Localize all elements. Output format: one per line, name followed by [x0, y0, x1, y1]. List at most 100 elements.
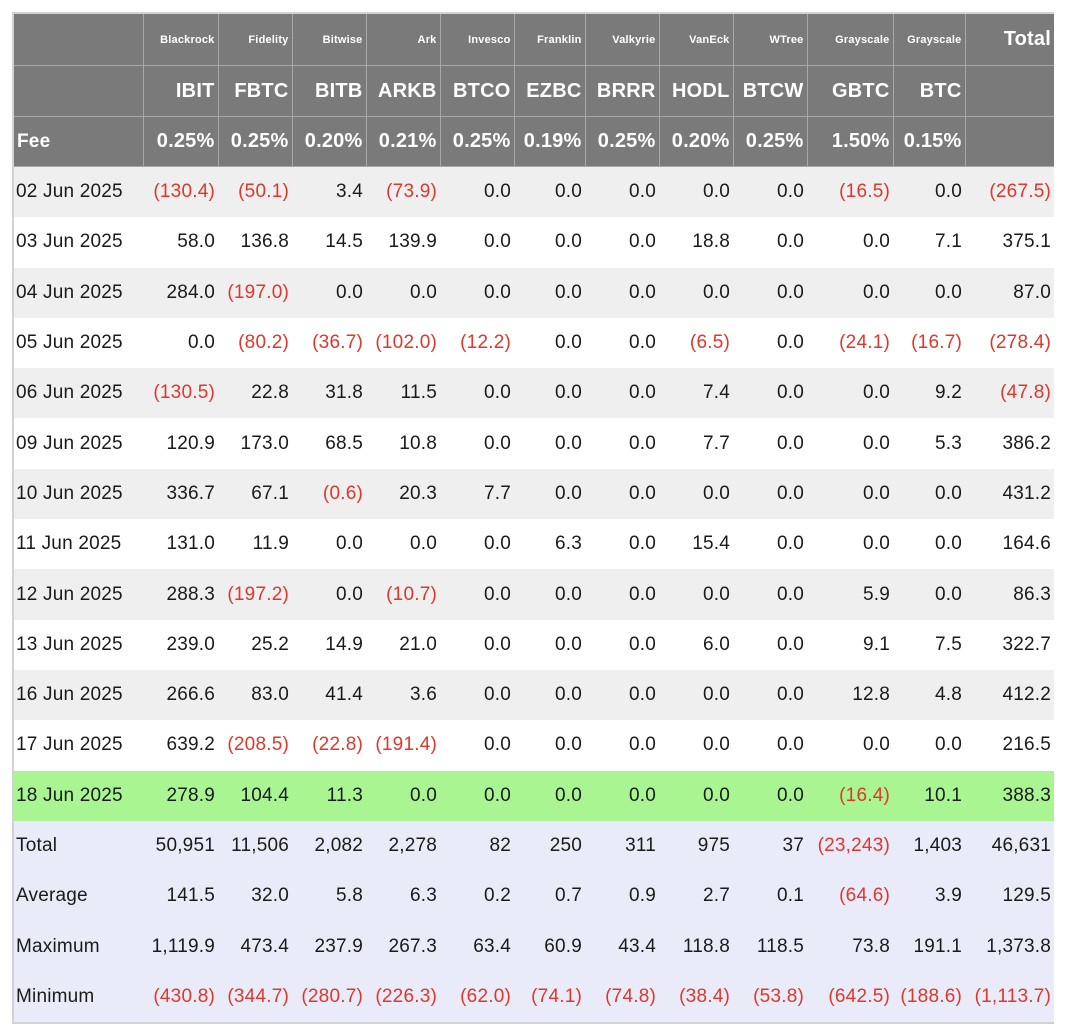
flow-cell: (80.2)	[218, 317, 292, 369]
stat-cell: 82	[440, 820, 514, 872]
table-row-highlighted: 18 Jun 2025 278.9 104.4 11.3 0.0 0.0 0.0 0.0 0.0…	[14, 770, 1054, 821]
flow-cell: 58.0	[143, 217, 218, 268]
date-cell: 13 Jun 2025	[14, 619, 143, 670]
flow-cell: 0.0	[733, 669, 807, 721]
table-row: 11 Jun 2025 131.0 11.9 0.0 0.0 0.0 6.3 0.0 15.4 0…	[14, 519, 1054, 570]
flow-cell: 41.4	[292, 669, 366, 721]
flow-cell: 10.1	[893, 770, 965, 821]
table-row: 12 Jun 2025 288.3 (197.2) 0.0 (10.7) 0.0 0.0 0.…	[14, 569, 1054, 620]
flow-cell: 0.0	[440, 619, 514, 670]
date-cell: 12 Jun 2025	[14, 569, 143, 620]
fee-cell-bitb: 0.20%	[291, 116, 366, 167]
flow-cell: 0.0	[514, 770, 585, 821]
stat-cell: 32.0	[218, 871, 292, 922]
stat-row-average: Average 141.5 32.0 5.8 6.3 0.2 0.7 0.9 2.7 0.1 (64…	[14, 871, 1054, 922]
flow-cell: 0.0	[893, 267, 965, 318]
stat-cell: 975	[659, 820, 733, 872]
date-cell: 09 Jun 2025	[14, 418, 143, 469]
ticker-header-ezbc: EZBC	[513, 65, 585, 117]
row-total-cell: 388.3	[965, 770, 1054, 821]
stat-cell: (53.8)	[733, 971, 807, 1023]
flow-cell: 0.0	[893, 166, 965, 218]
flow-cell: 0.0	[514, 317, 585, 369]
flow-cell: 0.0	[585, 368, 659, 419]
date-cell: 10 Jun 2025	[14, 468, 143, 520]
stat-label: Maximum	[14, 921, 143, 972]
stat-cell: 0.9	[585, 871, 659, 922]
issuer-header-ezbc: Franklin	[513, 14, 585, 66]
flow-cell: 0.0	[514, 468, 585, 520]
flow-cell: 0.0	[807, 368, 893, 419]
flow-cell: 284.0	[143, 267, 218, 318]
flow-cell: (16.4)	[807, 770, 893, 821]
flow-cell: 0.0	[807, 418, 893, 469]
flow-cell: (197.2)	[218, 569, 292, 620]
stat-cell: 43.4	[585, 921, 659, 972]
flow-cell: 0.0	[733, 720, 807, 771]
flow-cell: 0.0	[659, 166, 733, 218]
flow-cell: 0.0	[893, 569, 965, 620]
fee-header-row: Fee 0.25% 0.25% 0.20% 0.21% 0.25% 0.19% 0.25% 0.…	[14, 116, 1054, 167]
fee-cell-fbtc: 0.25%	[217, 116, 292, 167]
flow-cell: 120.9	[143, 418, 218, 469]
stat-cell: (1,113.7)	[965, 971, 1054, 1023]
flow-cell: 0.0	[440, 267, 514, 318]
flow-cell: 11.9	[218, 519, 292, 570]
flow-cell: 0.0	[514, 267, 585, 318]
flow-cell: 0.0	[585, 669, 659, 721]
flow-cell: 0.0	[585, 770, 659, 821]
flow-cell: 336.7	[143, 468, 218, 520]
ticker-header-btc: BTC	[892, 65, 965, 117]
issuer-header-hodl: VanEck	[658, 14, 733, 66]
stat-cell: (23,243)	[807, 820, 893, 872]
flow-cell: 7.5	[893, 619, 965, 670]
flow-cell: (22.8)	[292, 720, 366, 771]
row-total-cell: (47.8)	[965, 368, 1054, 419]
row-total-cell: (278.4)	[965, 317, 1054, 369]
flow-cell: (10.7)	[366, 569, 440, 620]
row-total-cell: 386.2	[965, 418, 1054, 469]
row-total-cell: 375.1	[965, 217, 1054, 268]
flow-cell: 0.0	[659, 720, 733, 771]
fee-cell-arkb: 0.21%	[365, 116, 440, 167]
flow-cell: 0.0	[733, 217, 807, 268]
flow-cell: (12.2)	[440, 317, 514, 369]
flow-cell: 239.0	[143, 619, 218, 670]
stat-cell: 250	[514, 820, 585, 872]
stat-cell: (430.8)	[143, 971, 218, 1023]
flow-cell: 0.0	[733, 267, 807, 318]
date-cell: 06 Jun 2025	[14, 368, 143, 419]
flow-cell: 0.0	[440, 217, 514, 268]
flow-cell: 0.0	[440, 569, 514, 620]
flow-cell: 25.2	[218, 619, 292, 670]
flow-cell: 0.0	[366, 267, 440, 318]
stat-cell: 0.2	[440, 871, 514, 922]
stat-row-total: Total 50,951 11,506 2,082 2,278 82 250 311 975 37…	[14, 820, 1054, 872]
flow-cell: 14.9	[292, 619, 366, 670]
stat-cell: 46,631	[965, 820, 1054, 872]
flow-cell: 6.3	[514, 519, 585, 570]
flow-cell: 0.0	[585, 317, 659, 369]
flow-cell: 5.3	[893, 418, 965, 469]
flow-cell: 0.0	[893, 519, 965, 570]
flow-cell: 0.0	[440, 166, 514, 218]
stat-label: Average	[14, 871, 143, 922]
stat-cell: 237.9	[292, 921, 366, 972]
flow-cell: (6.5)	[659, 317, 733, 369]
date-cell: 02 Jun 2025	[14, 166, 143, 218]
flow-cell: (208.5)	[218, 720, 292, 771]
flow-cell: 104.4	[218, 770, 292, 821]
row-total-cell: 216.5	[965, 720, 1054, 771]
flow-cell: 0.0	[733, 418, 807, 469]
flow-cell: 11.3	[292, 770, 366, 821]
flow-cell: (0.6)	[292, 468, 366, 520]
stat-cell: 63.4	[440, 921, 514, 972]
ticker-header-ibit: IBIT	[142, 65, 218, 117]
stat-cell: 2,082	[292, 820, 366, 872]
stat-label: Minimum	[14, 971, 143, 1023]
flow-cell: 20.3	[366, 468, 440, 520]
flow-cell: 9.2	[893, 368, 965, 419]
flow-cell: (36.7)	[292, 317, 366, 369]
flow-cell: 6.0	[659, 619, 733, 670]
flow-cell: (73.9)	[366, 166, 440, 218]
